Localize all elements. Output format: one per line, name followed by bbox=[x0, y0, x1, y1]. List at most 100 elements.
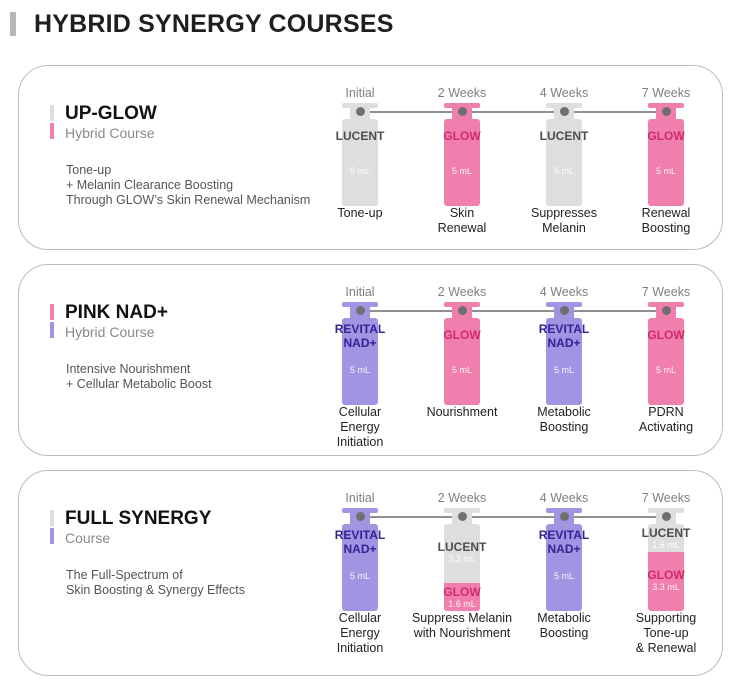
vial-cap bbox=[546, 302, 582, 307]
vial-segment bbox=[444, 318, 480, 405]
vial-body bbox=[546, 318, 582, 405]
step-caption: Cellular Energy Initiation bbox=[336, 405, 384, 449]
vial-product-label: GLOW bbox=[647, 567, 685, 582]
vial-product-label: GLOW bbox=[647, 129, 685, 143]
vial-cap bbox=[648, 508, 684, 513]
course-subtitle: Hybrid Course bbox=[65, 324, 155, 340]
step-caption: Metabolic Boosting bbox=[537, 611, 591, 640]
vial-segment bbox=[546, 318, 582, 405]
vial-segment bbox=[342, 119, 378, 206]
vial-body bbox=[444, 318, 480, 405]
vial-segment bbox=[648, 318, 684, 405]
vial-volume: 1.6 mL bbox=[652, 540, 680, 550]
course-color-bar-top bbox=[50, 105, 54, 121]
vial-body bbox=[444, 119, 480, 206]
vial-volume: 5 mL bbox=[655, 166, 676, 176]
course-color-bar-bottom bbox=[50, 123, 54, 139]
vial-body bbox=[342, 318, 378, 405]
week-label: 7 Weeks bbox=[641, 491, 691, 505]
vial-segment bbox=[342, 524, 378, 611]
course-description: Tone-up + Melanin Clearance Boosting Thr… bbox=[66, 163, 311, 207]
timeline-dot bbox=[559, 107, 569, 116]
timeline-dot bbox=[457, 512, 467, 521]
step-caption: Supporting Tone-up & Renewal bbox=[635, 611, 697, 655]
vial-body bbox=[444, 524, 480, 611]
step-caption: Suppress Melanin with Nourishment bbox=[411, 611, 513, 640]
step-caption: Suppresses Melanin bbox=[530, 206, 597, 235]
vial-body bbox=[342, 119, 378, 206]
vial-segment bbox=[546, 119, 582, 206]
timeline-dot bbox=[355, 512, 365, 521]
page-title: HYBRID SYNERGY COURSES bbox=[34, 9, 394, 38]
vial-segment bbox=[648, 119, 684, 206]
step-caption: Cellular Energy Initiation bbox=[336, 611, 384, 655]
vial-product-label: REVITAL NAD+ bbox=[538, 528, 590, 556]
vial-body bbox=[648, 318, 684, 405]
course-subtitle: Hybrid Course bbox=[65, 125, 155, 141]
vial-product-label: GLOW bbox=[443, 585, 481, 599]
vial-product-label: LUCENT bbox=[335, 129, 385, 143]
vial-body bbox=[342, 524, 378, 611]
week-label: Initial bbox=[345, 86, 375, 100]
vial-segment bbox=[546, 524, 582, 611]
course-name: FULL SYNERGY bbox=[65, 508, 212, 529]
vial-product-label: GLOW bbox=[443, 129, 481, 143]
title-accent-bar bbox=[10, 12, 16, 36]
vial-volume: 3.3 mL bbox=[448, 553, 476, 564]
vial-volume: 5 mL bbox=[553, 365, 574, 375]
course-color-bar-top bbox=[50, 510, 54, 526]
week-label: 7 Weeks bbox=[641, 285, 691, 299]
vial-product-label: REVITAL NAD+ bbox=[334, 322, 386, 350]
vial-volume: 1.6 mL bbox=[448, 599, 476, 609]
course-color-bar-bottom bbox=[50, 528, 54, 544]
vial-cap bbox=[444, 302, 480, 307]
course-subtitle: Course bbox=[65, 530, 111, 546]
week-label: Initial bbox=[345, 285, 375, 299]
vial-product-label: REVITAL NAD+ bbox=[334, 528, 386, 556]
timeline-dot bbox=[559, 512, 569, 521]
vial-cap bbox=[648, 103, 684, 108]
step-caption: Nourishment bbox=[426, 405, 498, 419]
vial-volume: 5 mL bbox=[553, 166, 574, 176]
vial-body bbox=[648, 119, 684, 206]
vial-segment bbox=[648, 524, 684, 552]
timeline-dot bbox=[355, 107, 365, 116]
vial-volume: 5 mL bbox=[553, 571, 574, 581]
vial-volume: 5 mL bbox=[349, 571, 370, 581]
week-label: 4 Weeks bbox=[539, 491, 589, 505]
week-label: 7 Weeks bbox=[641, 86, 691, 100]
step-caption: PDRN Activating bbox=[638, 405, 694, 434]
timeline-dot bbox=[661, 107, 671, 116]
vial-body bbox=[546, 119, 582, 206]
week-label: 2 Weeks bbox=[437, 86, 487, 100]
week-label: 4 Weeks bbox=[539, 285, 589, 299]
timeline-dot bbox=[355, 306, 365, 315]
course-description: The Full-Spectrum of Skin Boosting & Syn… bbox=[66, 568, 246, 597]
page-header: HYBRID SYNERGY COURSES bbox=[10, 10, 394, 38]
timeline-line bbox=[360, 111, 666, 113]
vial-volume: 5 mL bbox=[349, 365, 370, 375]
timeline-dot bbox=[457, 107, 467, 116]
step-caption: Skin Renewal bbox=[437, 206, 487, 235]
course-description: Intensive Nourishment + Cellular Metabol… bbox=[66, 362, 212, 391]
vial-product-label: LUCENT bbox=[641, 526, 691, 540]
vial-segment bbox=[648, 552, 684, 611]
vial-segment bbox=[444, 524, 480, 583]
vial-cap bbox=[444, 103, 480, 108]
vial-cap bbox=[342, 508, 378, 513]
vial-body bbox=[546, 524, 582, 611]
timeline-line bbox=[360, 516, 666, 518]
vial-product-label: GLOW bbox=[443, 328, 481, 342]
course-name: UP-GLOW bbox=[65, 103, 157, 124]
vial-cap bbox=[546, 508, 582, 513]
vial-product-label: GLOW bbox=[647, 328, 685, 342]
vial-segment bbox=[342, 318, 378, 405]
vial-volume: 5 mL bbox=[451, 365, 472, 375]
vial-product-label: LUCENT bbox=[437, 539, 487, 554]
step-caption: Tone-up bbox=[337, 206, 383, 220]
timeline-dot bbox=[661, 512, 671, 521]
vial-body bbox=[648, 524, 684, 611]
vial-segment bbox=[444, 119, 480, 206]
course-name: PINK NAD+ bbox=[65, 302, 168, 323]
timeline-dot bbox=[661, 306, 671, 315]
